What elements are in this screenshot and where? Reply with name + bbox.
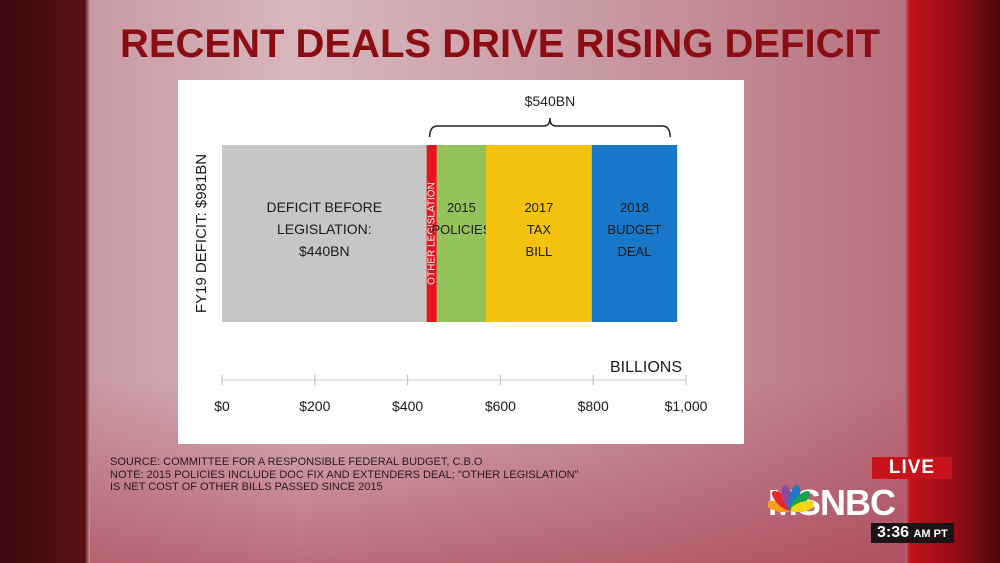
x-tick-label: $400 [392, 398, 423, 414]
segment-label: POLICIES [431, 222, 491, 237]
deficit-chart: DEFICIT BEFORE LEGISLATION: $440BN OTHER LE… [193, 93, 708, 414]
segment-label: 2015 [447, 200, 476, 215]
bar-segment [436, 145, 487, 322]
clock: 3:36 AM PT [871, 523, 954, 543]
segment-label: TAX [527, 222, 552, 237]
segment-label: LEGISLATION: [277, 221, 372, 237]
segment-label: 2017 [524, 200, 553, 215]
bracket-label: $540BN [525, 93, 576, 109]
bracket [428, 117, 671, 138]
x-tick-label: $200 [299, 398, 330, 414]
live-badge: LIVE [872, 457, 952, 479]
note-line: SOURCE: COMMITTEE FOR A RESPONSIBLE FEDE… [110, 456, 483, 468]
x-tick-label: $0 [214, 398, 230, 414]
y-axis-label: FY19 DEFICIT: $981BN [193, 154, 210, 313]
note-line: NOTE: 2015 POLICIES INCLUDE DOC FIX AND … [110, 468, 579, 481]
clock-time: 3:36 [877, 524, 910, 541]
segment-label: OTHER LEGISLATION [426, 182, 437, 285]
chart-panel: DEFICIT BEFORE LEGISLATION: $440BN OTHER LE… [178, 80, 744, 444]
peacock-icon [768, 484, 814, 512]
segment-label: BILL [526, 244, 553, 259]
segment-label: $440BN [299, 243, 350, 259]
bar-segment [222, 145, 427, 322]
bar-segment [426, 145, 437, 322]
segment-label: DEFICIT BEFORE [266, 199, 382, 215]
bar-segment [591, 145, 678, 322]
note-line: IS NET COST OF OTHER BILLS PASSED SINCE … [110, 481, 383, 493]
bar-segment [486, 145, 592, 322]
x-tick-label: $1,000 [665, 398, 708, 414]
x-tick-label: $800 [578, 398, 609, 414]
x-axis-label: BILLIONS [610, 359, 682, 376]
clock-suffix: AM PT [913, 528, 948, 540]
segment-label: 2018 [620, 200, 649, 215]
segment-label: DEAL [618, 244, 652, 259]
source-note: SOURCE: COMMITTEE FOR A RESPONSIBLE FEDE… [110, 456, 579, 494]
network-logo: MSNBC [768, 482, 896, 524]
x-tick-label: $600 [485, 398, 516, 414]
segment-label: BUDGET [607, 222, 661, 237]
page-title: RECENT DEALS DRIVE RISING DEFICIT [119, 22, 881, 66]
